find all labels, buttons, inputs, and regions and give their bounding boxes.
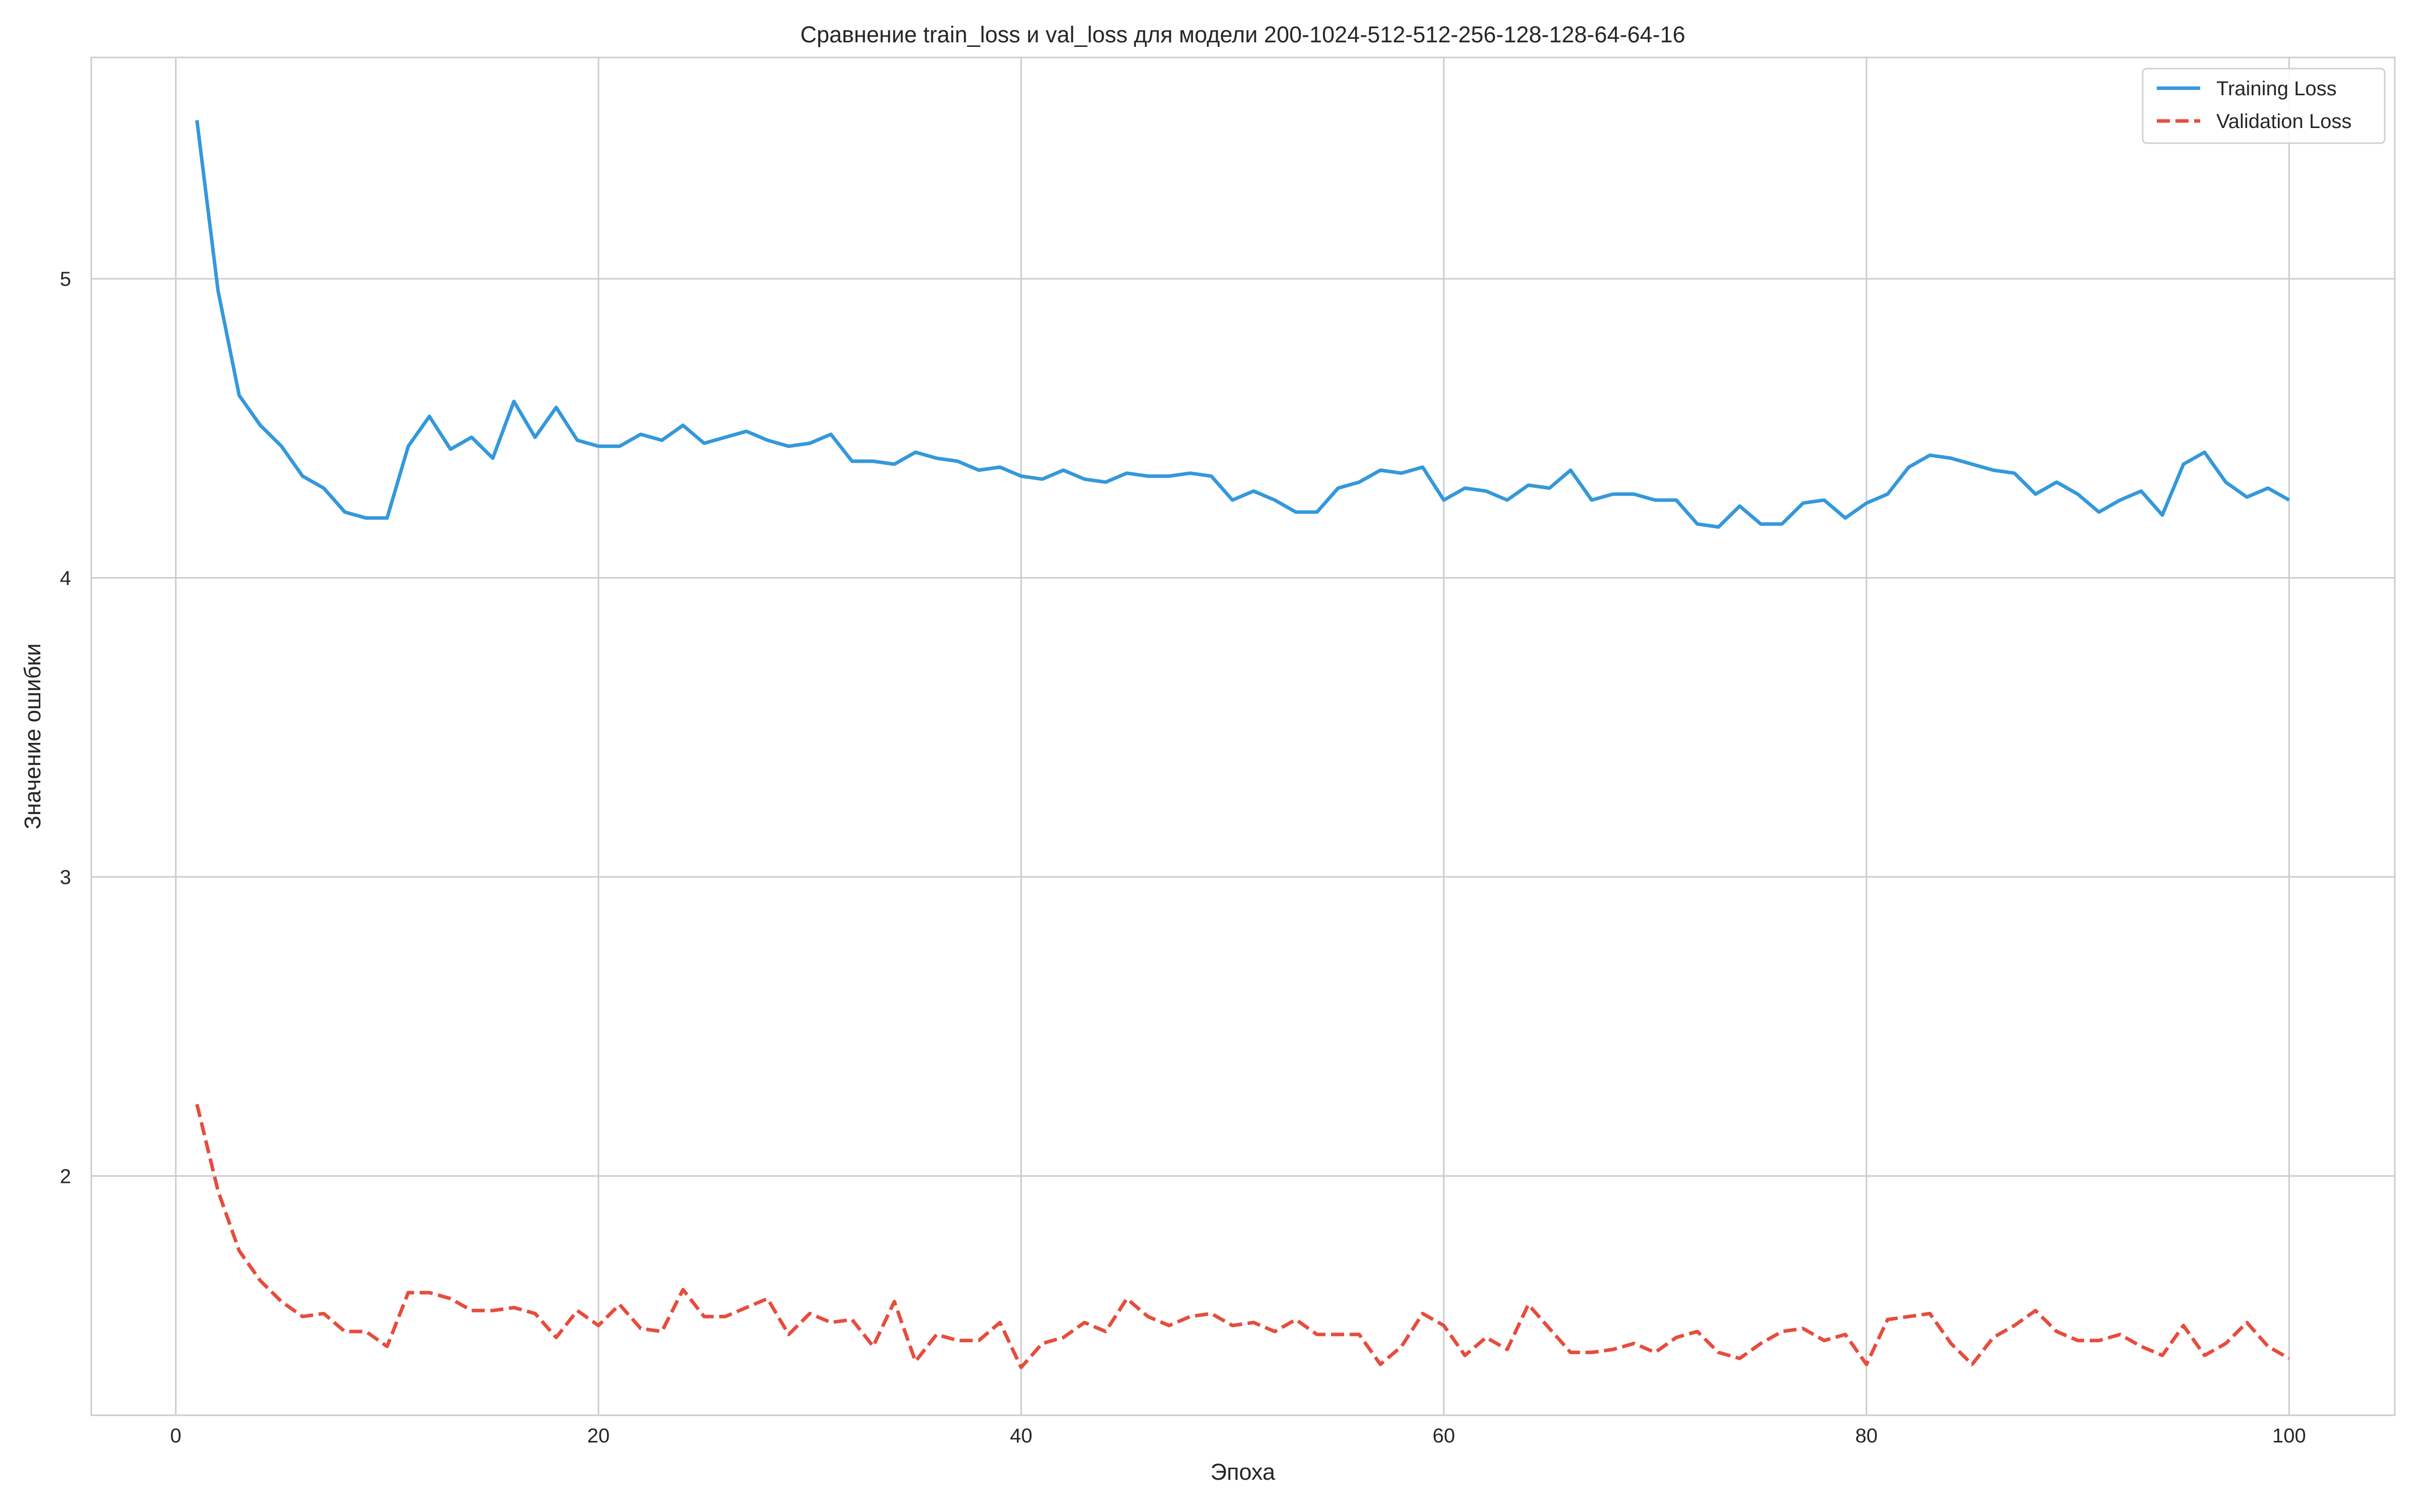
- y-tick-label: 5: [60, 268, 71, 290]
- y-tick-label: 2: [60, 1165, 71, 1187]
- x-tick-label: 40: [1010, 1425, 1033, 1447]
- x-axis-label: Эпоха: [1211, 1459, 1276, 1485]
- x-tick-label: 0: [170, 1425, 182, 1447]
- y-tick-label: 4: [60, 568, 71, 590]
- validation-loss-line: [195, 1104, 2290, 1369]
- grid: [91, 57, 2395, 1415]
- legend-box: [2142, 68, 2386, 144]
- training-loss-line: [195, 120, 2290, 529]
- chart-title: Сравнение train_loss и val_loss для моде…: [800, 22, 1685, 47]
- x-tick-label: 80: [1855, 1425, 1878, 1447]
- legend-training-label: Training Loss: [2216, 78, 2337, 100]
- x-tick-label: 20: [587, 1425, 610, 1447]
- plot-frame: [90, 56, 2396, 1416]
- tick-labels: 0 20 40 60 80 100 2 3 4 5: [60, 268, 2306, 1447]
- legend-validation-label: Validation Loss: [2216, 110, 2351, 133]
- x-tick-label: 60: [1432, 1425, 1455, 1447]
- y-tick-label: 3: [60, 866, 71, 889]
- x-tick-label: 100: [2272, 1425, 2306, 1447]
- series-layer: [195, 120, 2290, 1369]
- y-axis-label: Значение ошибки: [20, 644, 45, 830]
- legend: Training Loss Validation Loss: [2142, 68, 2386, 144]
